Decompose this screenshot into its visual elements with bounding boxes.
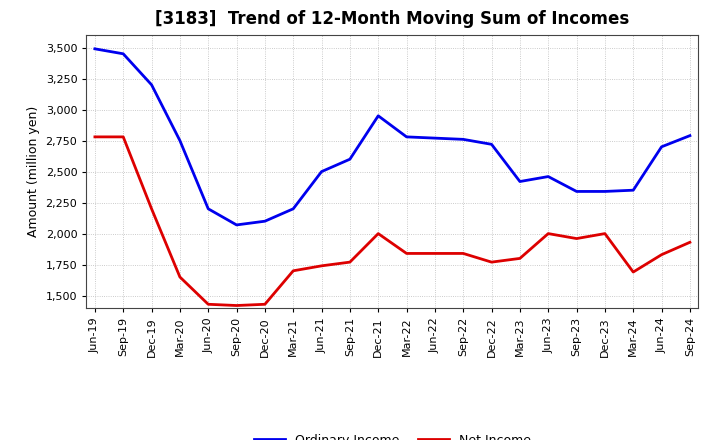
Net Income [657, 252, 666, 257]
Ordinary Income [629, 187, 637, 193]
Net Income [289, 268, 297, 273]
Net Income [374, 231, 382, 236]
Net Income [459, 251, 467, 256]
Line: Ordinary Income: Ordinary Income [95, 49, 690, 225]
Net Income [176, 275, 184, 280]
Ordinary Income [318, 169, 326, 174]
Ordinary Income [119, 51, 127, 56]
Net Income [346, 260, 354, 265]
Legend: Ordinary Income, Net Income: Ordinary Income, Net Income [248, 429, 536, 440]
Net Income [204, 302, 212, 307]
Ordinary Income [176, 138, 184, 143]
Net Income [148, 206, 156, 212]
Ordinary Income [516, 179, 524, 184]
Ordinary Income [148, 82, 156, 88]
Ordinary Income [572, 189, 581, 194]
Ordinary Income [459, 137, 467, 142]
Net Income [91, 134, 99, 139]
Line: Net Income: Net Income [95, 137, 690, 305]
Ordinary Income [233, 222, 241, 227]
Ordinary Income [289, 206, 297, 212]
Net Income [318, 263, 326, 268]
Ordinary Income [374, 113, 382, 118]
Ordinary Income [261, 219, 269, 224]
Net Income [431, 251, 439, 256]
Ordinary Income [600, 189, 609, 194]
Net Income [600, 231, 609, 236]
Net Income [544, 231, 552, 236]
Ordinary Income [657, 144, 666, 150]
Net Income [261, 302, 269, 307]
Ordinary Income [402, 134, 411, 139]
Net Income [629, 269, 637, 275]
Net Income [685, 240, 694, 245]
Net Income [119, 134, 127, 139]
Y-axis label: Amount (million yen): Amount (million yen) [27, 106, 40, 237]
Ordinary Income [431, 136, 439, 141]
Net Income [487, 260, 496, 265]
Ordinary Income [544, 174, 552, 179]
Ordinary Income [346, 157, 354, 162]
Ordinary Income [487, 142, 496, 147]
Net Income [402, 251, 411, 256]
Net Income [516, 256, 524, 261]
Ordinary Income [685, 133, 694, 138]
Ordinary Income [91, 46, 99, 51]
Title: [3183]  Trend of 12-Month Moving Sum of Incomes: [3183] Trend of 12-Month Moving Sum of I… [156, 10, 629, 28]
Ordinary Income [204, 206, 212, 212]
Net Income [233, 303, 241, 308]
Net Income [572, 236, 581, 241]
